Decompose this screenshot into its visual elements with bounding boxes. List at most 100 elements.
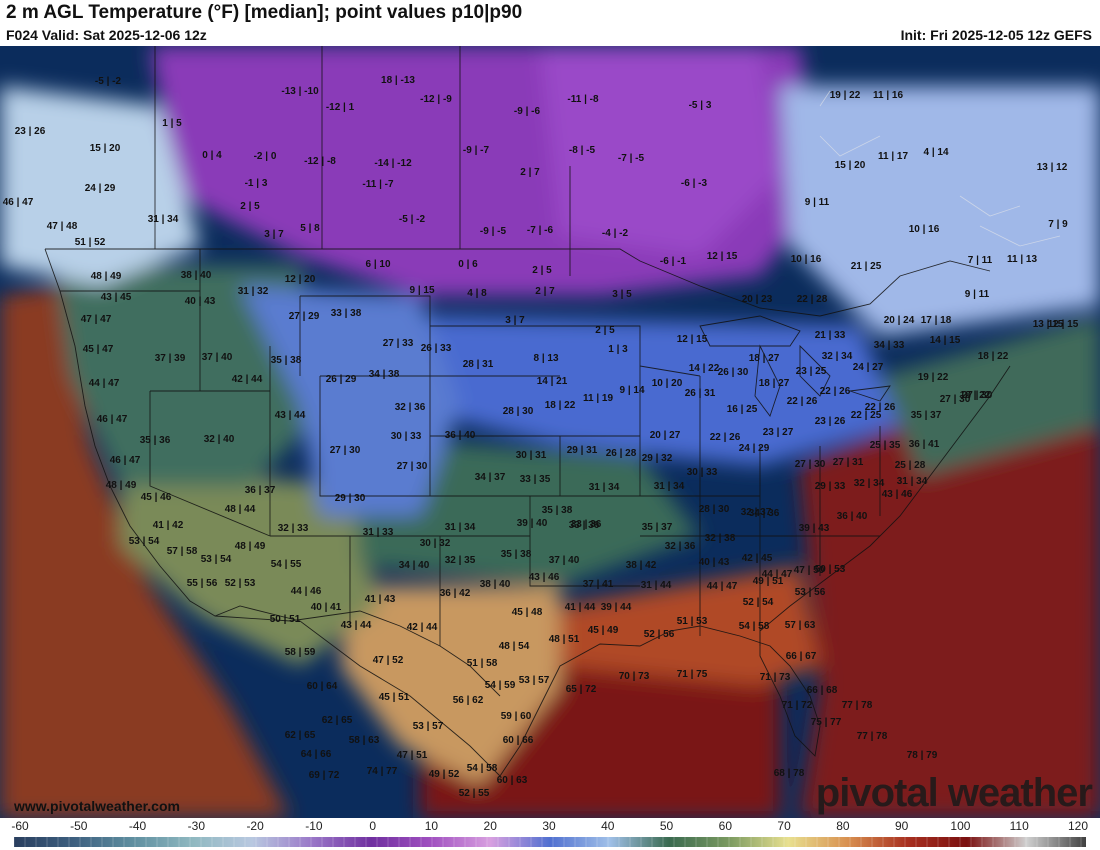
point-value-label: 44 | 47 — [706, 581, 738, 592]
point-value-label: 65 | 72 — [565, 684, 597, 695]
colorbar-tick-label: 20 — [483, 819, 497, 833]
point-value-label: 47 | 47 — [80, 314, 112, 325]
point-value-label: 2 | 5 — [595, 325, 615, 336]
point-value-label: 42 | 45 — [741, 553, 773, 564]
point-value-label: 13 | 15 — [1032, 319, 1064, 330]
valid-time: F024 Valid: Sat 2025-12-06 12z — [6, 27, 207, 43]
point-value-label: 25 | 35 — [869, 440, 901, 451]
point-value-label: 77 | 78 — [841, 700, 873, 711]
temp-zone-quebec-lightblue — [780, 86, 1100, 336]
point-value-label: 45 | 48 — [511, 607, 543, 618]
point-value-label: 34 | 33 — [873, 340, 905, 351]
point-value-label: 35 | 38 — [270, 355, 302, 366]
point-value-label: -8 | -5 — [568, 145, 596, 156]
point-value-label: 32 | 36 — [664, 541, 696, 552]
point-value-label: 21 | 33 — [814, 330, 846, 341]
point-value-label: 48 | 49 — [234, 541, 266, 552]
point-value-label: 31 | 34 — [444, 522, 476, 533]
point-value-label: 31 | 34 — [147, 214, 179, 225]
point-value-label: 50 | 53 — [814, 564, 846, 575]
point-value-label: 24 | 27 — [852, 362, 884, 373]
point-value-label: 1 | 5 — [162, 118, 182, 129]
point-value-label: 15 | 20 — [834, 160, 866, 171]
temp-zone-bc-coast-lightblue — [0, 86, 200, 286]
point-value-label: 77 | 78 — [856, 731, 888, 742]
point-value-label: 54 | 55 — [270, 559, 302, 570]
point-value-label: 40 | 43 — [698, 557, 730, 568]
colorbar-ticks: -60 -50 -40 -30 -20 -10 0 10 20 30 40 50 60 70 80 90 100… — [0, 818, 1100, 836]
point-value-label: 58 | 63 — [348, 735, 380, 746]
point-value-label: -1 | 3 — [244, 178, 268, 189]
temp-zone-hudson-purple — [540, 46, 780, 256]
point-value-label: 48 | 51 — [548, 634, 580, 645]
point-value-label: 34 | 40 — [398, 560, 430, 571]
point-value-label: 47 | 51 — [396, 750, 428, 761]
point-value-label: 46 | 47 — [109, 455, 141, 466]
point-value-label: 51 | 58 — [466, 658, 498, 669]
point-value-label: 9 | 11 — [964, 289, 990, 300]
point-value-label: 52 | 56 — [643, 629, 675, 640]
temperature-map[interactable]: -5 | -2 -13 | -10 18 | -13 -12 | -9 -11 | -8… — [0, 46, 1100, 818]
point-value-label: -4 | -2 — [601, 228, 629, 239]
colorbar-svg — [14, 837, 1086, 847]
colorbar: -60 -50 -40 -30 -20 -10 0 10 20 30 40 50 60 70 80 90 100… — [0, 818, 1100, 850]
point-value-label: 6 | 10 — [365, 259, 391, 270]
point-value-label: 52 | 53 — [224, 578, 256, 589]
point-value-label: 45 | 49 — [587, 625, 619, 636]
point-value-label: 62 | 65 — [321, 715, 353, 726]
header-bar: 2 m AGL Temperature (°F) [median]; point… — [0, 0, 1100, 46]
temp-zone-pacific-warm — [0, 286, 290, 818]
point-value-label: 49 | 51 — [752, 576, 784, 587]
colorbar-strip — [14, 837, 1086, 847]
point-value-label: 45 | 46 — [140, 492, 172, 503]
point-value-label: -5 | -2 — [94, 76, 122, 87]
colorbar-tick-label: 10 — [424, 819, 439, 833]
point-value-label: 27 | 31 — [832, 457, 864, 468]
point-value-label: 36 | 37 — [244, 485, 276, 496]
colorbar-tick-label: 30 — [542, 819, 556, 833]
point-value-label: 35 | 38 — [500, 549, 532, 560]
point-value-label: 10 | 16 — [790, 254, 822, 265]
point-value-label: 60 | 64 — [306, 681, 338, 692]
point-value-label: 30 | 31 — [515, 450, 547, 461]
point-value-label: 5 | 8 — [300, 223, 320, 234]
point-value-label: 35 | 38 — [541, 505, 573, 516]
colorbar-tick-label: -30 — [187, 819, 205, 833]
point-value-label: 19 | 22 — [829, 90, 861, 101]
point-value-label: 74 | 77 — [366, 766, 398, 777]
point-value-label: 24 | 29 — [84, 183, 116, 194]
point-value-label: -2 | 0 — [253, 151, 277, 162]
temp-zone-atlantic-warm — [800, 346, 1100, 818]
point-value-label: -12 | -9 — [420, 94, 452, 105]
point-value-label: 31 | 32 — [237, 286, 269, 297]
point-value-label: 7 | 11 — [967, 255, 993, 266]
point-value-label: 47 | 48 — [46, 221, 78, 232]
point-value-label: -9 | -6 — [513, 106, 541, 117]
point-value-label: 45 | 47 — [82, 344, 114, 355]
point-value-label: 14 | 15 — [929, 335, 961, 346]
colorbar-tick-label: 70 — [777, 819, 791, 833]
point-value-label: 27 | 30 — [939, 394, 971, 405]
point-value-label: 42 | 44 — [406, 622, 438, 633]
point-value-label: 55 | 56 — [186, 578, 218, 589]
point-value-label: 39 | 43 — [798, 523, 830, 534]
point-value-label: 32 | 34 — [821, 351, 853, 362]
point-value-label: 47 | 50 — [793, 565, 825, 576]
point-value-label: 22 | 26 — [819, 386, 851, 397]
point-value-label: 33 | 35 — [519, 474, 551, 485]
point-value-label: 16 | 25 — [726, 404, 758, 415]
point-value-label: 27 | 30 — [961, 390, 993, 401]
point-value-label: 38 | 40 — [479, 579, 511, 590]
point-value-label: 26 | 30 — [717, 367, 749, 378]
point-value-label: 11 | 19 — [582, 393, 614, 404]
pivotal-weather-logo: pivotal weather — [815, 771, 1093, 815]
point-value-label: 54 | 58 — [466, 763, 498, 774]
point-value-label: 38 | 40 — [180, 270, 212, 281]
point-value-label: 30 | 33 — [686, 467, 718, 478]
point-value-label: 3 | 5 — [612, 289, 632, 300]
point-value-label: 49 | 52 — [428, 769, 460, 780]
point-value-label: 23 | 25 — [795, 366, 827, 377]
temp-zone-southwest-olive — [120, 466, 380, 666]
point-value-label: 32 | 36 — [394, 402, 426, 413]
point-value-label: 35 | 37 — [641, 522, 673, 533]
